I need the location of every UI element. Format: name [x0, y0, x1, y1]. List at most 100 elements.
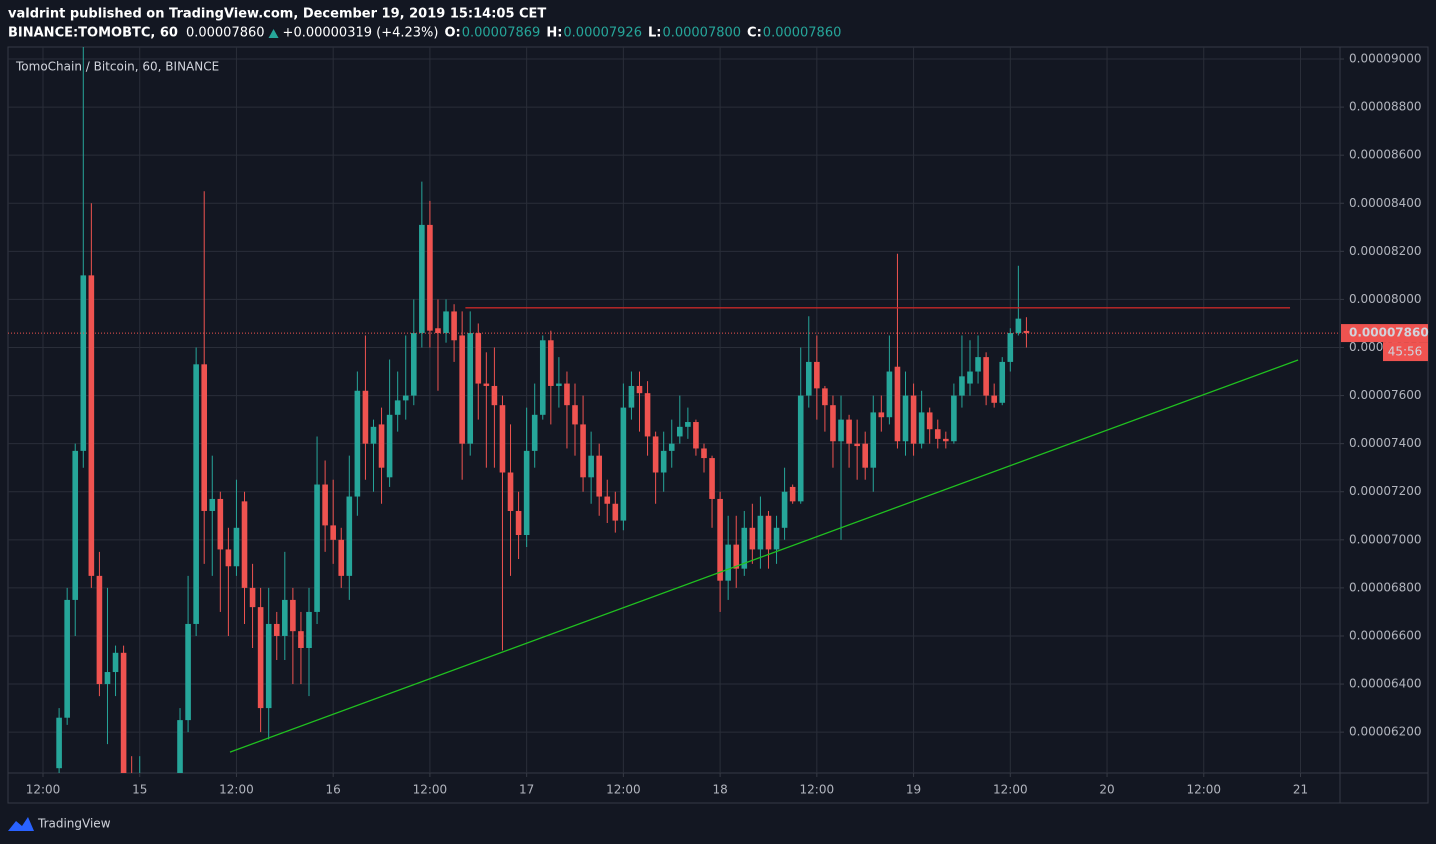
x-tick-label: 18 — [712, 783, 727, 797]
y-tick-label: 0.00007400 — [1349, 436, 1422, 450]
ohlc-key: H: — [546, 26, 562, 41]
ohlc-value: 0.00007869 — [462, 26, 541, 41]
countdown: 45:56 — [1388, 345, 1423, 359]
y-tick-label: 0.00007000 — [1349, 532, 1422, 546]
candle-body — [685, 422, 691, 427]
legend: TomoChain / Bitcoin, 60, BINANCE — [15, 60, 219, 74]
candle-body — [386, 414, 393, 478]
candle-body — [459, 335, 465, 444]
candle-body — [177, 720, 183, 773]
candle-body — [1007, 333, 1014, 362]
candle-body — [64, 599, 70, 718]
frame — [7, 46, 1429, 804]
candle-body — [507, 472, 514, 511]
candle-body — [451, 311, 457, 341]
candle-body — [467, 333, 474, 444]
candle-body — [443, 311, 449, 334]
candle-body — [233, 527, 240, 567]
ohlc-value: 0.00007926 — [563, 26, 642, 41]
candle-body — [652, 436, 659, 473]
candle-body — [604, 496, 611, 504]
candle-body — [983, 357, 989, 396]
last-price: 0.00007860 — [186, 26, 265, 41]
y-tick-label: 0.00008800 — [1349, 100, 1422, 114]
candle-body — [394, 400, 401, 415]
candle-body — [862, 443, 869, 468]
axes: 0.00006200 0.00006400 0.00006600 0.00006800… — [26, 52, 1429, 797]
candle-body — [572, 405, 578, 425]
candle-body — [193, 364, 199, 624]
trend-line — [229, 359, 1299, 753]
x-tick-label: 21 — [1293, 783, 1308, 797]
x-tick-label: 19 — [906, 783, 921, 797]
candle-body — [539, 340, 546, 415]
candle-body — [265, 623, 272, 709]
x-tick-label: 12:00 — [606, 783, 641, 797]
candle-body — [209, 498, 216, 511]
candle-body — [338, 539, 345, 576]
candle-body — [491, 385, 498, 406]
candle-body — [588, 455, 594, 478]
publisher: valdrint published on TradingView.com, D… — [8, 7, 546, 22]
candle-body — [112, 652, 119, 673]
candle-body — [120, 652, 127, 773]
candle-body — [88, 275, 95, 576]
ohlc-value: 0.00007800 — [662, 26, 741, 41]
x-tick-label: 12:00 — [800, 783, 835, 797]
candle-body — [741, 527, 748, 569]
candle-body — [814, 361, 820, 389]
candle-body — [419, 224, 425, 334]
candle-body — [580, 424, 586, 478]
candle-body — [636, 385, 643, 394]
countdown-tag — [1383, 342, 1428, 362]
candle-body — [886, 371, 893, 418]
x-tick-label: 16 — [326, 783, 341, 797]
symbol: BINANCE:TOMOBTC, 60 — [8, 26, 178, 41]
candle-body — [217, 498, 224, 550]
candle-body — [894, 366, 901, 442]
candle-body — [910, 395, 917, 444]
candle-body — [72, 450, 79, 600]
price-tag-label: 0.00007860 — [1349, 326, 1429, 340]
candle-body — [797, 395, 804, 502]
x-tick-label: 17 — [519, 783, 534, 797]
x-tick-label: 15 — [132, 783, 147, 797]
candle-body — [781, 491, 788, 528]
candle-body — [427, 224, 433, 331]
candle-body — [370, 426, 377, 444]
candle-body — [830, 405, 836, 442]
candle-body — [789, 486, 796, 502]
candle-body — [660, 450, 667, 473]
candle-body — [846, 419, 852, 444]
price-tag — [1341, 324, 1428, 343]
candle-body — [96, 575, 103, 685]
y-tick-label: 0.00006600 — [1349, 628, 1422, 642]
candle-body — [523, 450, 530, 536]
brand: TradingView — [37, 817, 111, 831]
logo: TradingView — [8, 817, 111, 831]
candle-body — [902, 395, 909, 442]
candle-body — [733, 544, 740, 569]
candle-body — [878, 412, 885, 418]
candle-body — [564, 383, 570, 406]
candle-body — [822, 388, 828, 406]
candle-body — [701, 448, 707, 459]
candle-body — [717, 498, 723, 581]
candle-body — [330, 525, 336, 540]
candle-body — [322, 484, 328, 526]
x-tick-label: 12:00 — [993, 783, 1028, 797]
y-tick-label: 0.00008200 — [1349, 244, 1422, 258]
candle-body — [926, 412, 933, 430]
candle-body — [677, 426, 683, 437]
ohlc-key: L: — [648, 26, 661, 41]
candle-body — [620, 407, 627, 521]
candle-body — [185, 623, 191, 721]
candles — [8, 47, 1340, 773]
x-tick-label: 12:00 — [1186, 783, 1221, 797]
candle-body — [967, 371, 973, 384]
candle-body — [668, 443, 675, 451]
candle-body — [298, 631, 304, 648]
candle-body — [290, 599, 296, 632]
